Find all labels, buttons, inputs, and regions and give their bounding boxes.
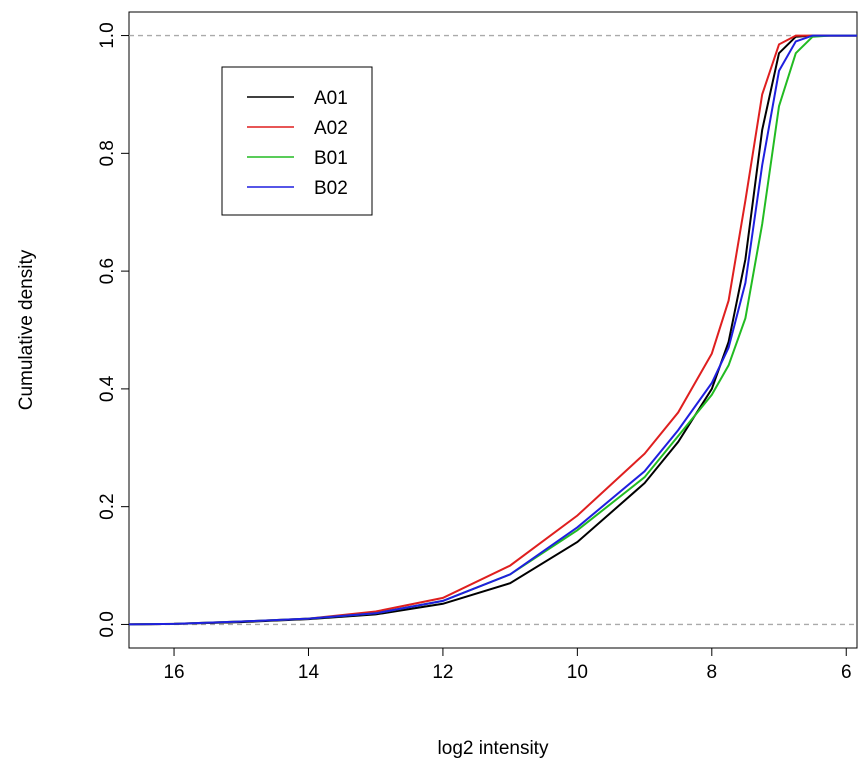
x-tick-label: 10 <box>567 662 588 683</box>
y-tick-label: 0.8 <box>97 140 118 166</box>
x-tick-label: 16 <box>163 662 184 683</box>
plot-frame <box>128 11 858 649</box>
y-tick-label: 0.4 <box>97 375 118 402</box>
series-line <box>128 34 857 626</box>
x-axis-label: log2 intensity <box>438 738 549 759</box>
y-tick-label: 0.2 <box>97 493 118 519</box>
legend-label: A01 <box>314 88 348 109</box>
legend-label: B01 <box>314 148 348 169</box>
legend-label: A02 <box>314 118 348 139</box>
legend-box <box>221 66 373 216</box>
x-tick-label: 12 <box>432 662 453 683</box>
y-tick-label: 0.6 <box>97 258 118 284</box>
x-tick-label: 14 <box>298 662 320 683</box>
y-tick-label: 0.0 <box>97 611 118 637</box>
y-tick-label: 1.0 <box>97 22 118 48</box>
x-tick-label: 8 <box>707 662 718 683</box>
y-axis-label: Cumulative density <box>16 249 37 410</box>
legend-label: B02 <box>314 178 348 199</box>
x-tick-label: 6 <box>841 662 852 683</box>
